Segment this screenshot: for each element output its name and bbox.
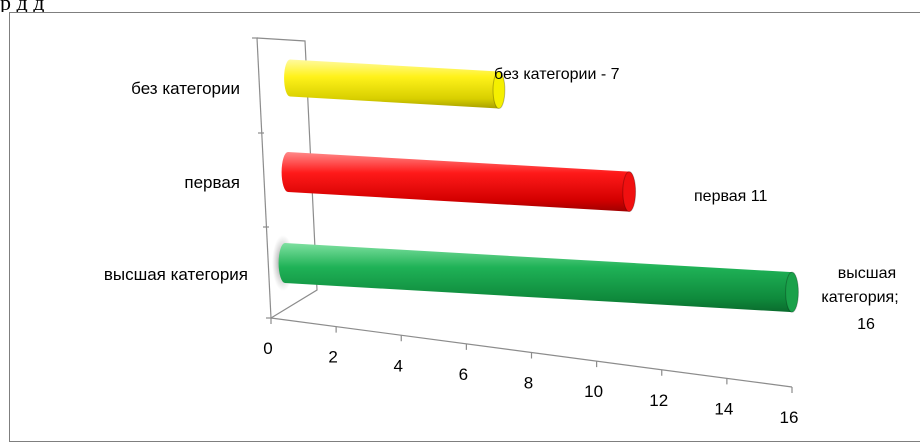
x-tick-label: 4 <box>394 356 403 375</box>
partial-caption-text: р д д <box>0 0 920 12</box>
data-labels: без категории - 7 первая 11 высшая катег… <box>494 66 899 333</box>
bar-body <box>278 243 793 313</box>
bar-end-cap <box>622 171 637 213</box>
x-tick-label: 0 <box>263 339 272 358</box>
bar <box>281 152 637 213</box>
bar-body <box>284 59 499 109</box>
bar <box>272 235 799 313</box>
bars <box>272 59 799 313</box>
x-tick-label: 2 <box>328 348 337 367</box>
bar <box>284 59 506 110</box>
x-tick-label: 14 <box>714 399 733 418</box>
data-label: категория; <box>821 289 898 306</box>
category-labels: без категории первая высшая категория <box>104 79 248 284</box>
category-label: высшая категория <box>104 265 248 284</box>
data-label: первая 11 <box>694 188 768 205</box>
bar-body <box>281 152 630 212</box>
category-label: первая <box>184 173 240 192</box>
bar-end-cap <box>785 271 799 313</box>
x-tick-label: 6 <box>459 365 468 384</box>
bar-chart: 0 2 4 6 8 10 12 14 16 без категории первая высша… <box>104 37 899 426</box>
x-tick-label: 12 <box>649 391 668 410</box>
data-label: 16 <box>857 316 875 333</box>
y-axis-line <box>256 37 272 319</box>
bar-end-cap <box>492 71 506 110</box>
data-label: без категории - 7 <box>494 66 620 83</box>
x-tick-label: 16 <box>780 408 799 426</box>
x-axis-ticks: 0 2 4 6 8 10 12 14 16 <box>263 318 798 426</box>
category-label: без категории <box>131 79 240 98</box>
x-tick-label: 8 <box>524 374 533 393</box>
data-label: высшая <box>838 265 896 282</box>
x-tick-label: 10 <box>584 382 603 401</box>
